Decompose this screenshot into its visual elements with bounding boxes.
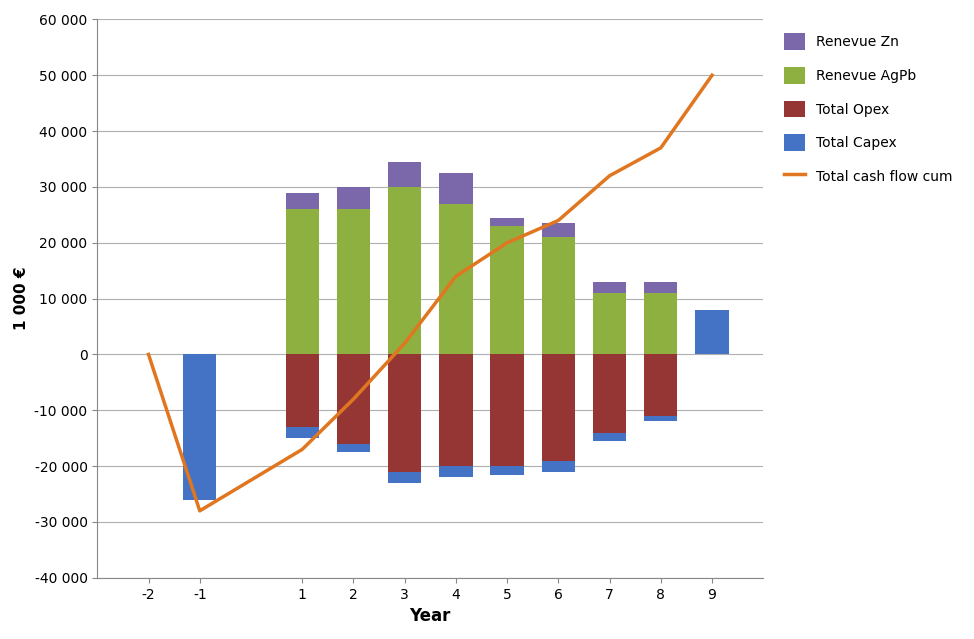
Bar — [337, 209, 370, 355]
Bar — [337, 444, 370, 452]
Bar — [695, 310, 729, 355]
Bar — [388, 355, 422, 472]
Bar — [285, 355, 318, 427]
Bar — [542, 461, 575, 472]
Legend: Renevue Zn, Renevue AgPb, Total Opex, Total Capex, Total cash flow cum: Renevue Zn, Renevue AgPb, Total Opex, To… — [777, 26, 959, 192]
Bar — [439, 204, 472, 355]
Bar — [644, 355, 678, 416]
Bar — [542, 237, 575, 355]
Bar — [388, 472, 422, 483]
X-axis label: Year: Year — [410, 607, 451, 625]
Bar — [439, 355, 472, 466]
Bar — [491, 218, 524, 226]
Bar — [183, 355, 216, 500]
Bar — [388, 187, 422, 355]
Bar — [542, 355, 575, 461]
Bar — [644, 293, 678, 355]
Bar — [491, 226, 524, 355]
Bar — [439, 173, 472, 204]
Bar — [337, 187, 370, 209]
Bar — [644, 282, 678, 293]
Bar — [388, 162, 422, 187]
Bar — [491, 355, 524, 466]
Bar — [542, 223, 575, 237]
Bar — [337, 355, 370, 444]
Bar — [644, 416, 678, 422]
Bar — [285, 209, 318, 355]
Bar — [439, 466, 472, 477]
Bar — [491, 466, 524, 475]
Y-axis label: 1 000 €: 1 000 € — [14, 267, 29, 330]
Bar — [285, 427, 318, 438]
Bar — [593, 433, 626, 441]
Bar — [593, 293, 626, 355]
Bar — [593, 282, 626, 293]
Bar — [593, 355, 626, 433]
Bar — [285, 192, 318, 209]
